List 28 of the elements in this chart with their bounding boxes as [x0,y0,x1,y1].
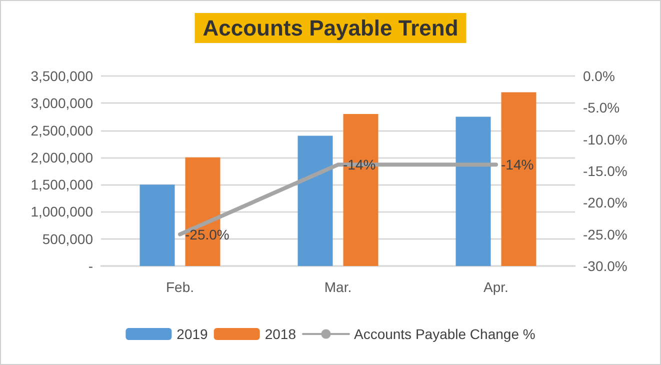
y-tick-label: 2,500,000 [30,122,94,138]
bar [456,116,491,266]
y2-tick-label: -25.0% [583,226,628,242]
chart-title: Accounts Payable Trend [202,16,458,40]
bar [298,136,333,266]
y-tick-label: 1,500,000 [30,176,94,193]
bar [501,92,536,266]
bar [343,114,378,266]
y2-tick-label: -5.0% [583,100,620,116]
y2-tick-label: -30.0% [583,258,628,274]
data-label: -14% [501,156,534,173]
bar [140,184,175,266]
x-tick-label: Mar. [324,279,352,295]
y2-tick-label: 0.0% [583,68,615,84]
y2-tick-label: -10.0% [583,131,628,148]
y2-tick-label: -15.0% [583,163,628,179]
y-tick-label: 3,000,000 [30,95,94,112]
legend-label: Accounts Payable Change % [354,326,536,342]
legend-label: 2018 [264,326,296,342]
x-tick-label: Apr. [484,279,508,295]
y-tick-label: 2,000,000 [30,149,94,166]
x-tick-label: Feb. [166,279,194,295]
legend-label: 2019 [176,326,208,342]
y2-tick-label: -20.0% [583,194,628,211]
y-tick-label: 1,000,000 [30,204,94,220]
y-tick-label: 3,500,000 [30,68,94,84]
y-tick-label: 500,000 [42,230,94,247]
y-tick-label: - [88,258,94,274]
